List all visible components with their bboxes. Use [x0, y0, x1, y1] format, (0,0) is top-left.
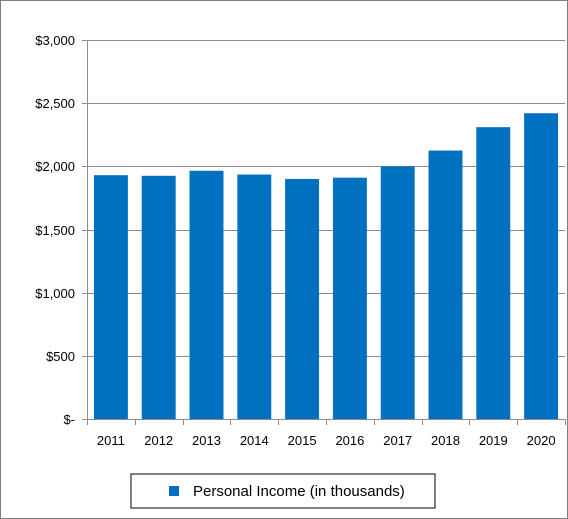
x-tick-label: 2020 [527, 433, 556, 448]
bar-2015 [285, 178, 320, 419]
legend-label: Personal Income (in thousands) [193, 483, 405, 500]
bar-2016 [332, 177, 367, 419]
x-tick-label: 2014 [240, 433, 269, 448]
x-tick-label: 2013 [192, 433, 221, 448]
x-tick-label: 2018 [431, 433, 460, 448]
y-tick-label: $1,000 [35, 286, 75, 301]
y-tick-label: $2,000 [35, 159, 75, 174]
legend-box [130, 473, 436, 509]
legend: Personal Income (in thousands) [130, 473, 436, 509]
bars [93, 113, 559, 420]
y-tick-label: $2,500 [35, 96, 75, 111]
bar-2018 [428, 150, 463, 419]
bar-2020 [524, 113, 559, 420]
bar-2013 [189, 170, 224, 419]
bar-2014 [237, 174, 272, 419]
legend-swatch [169, 486, 179, 496]
bar-2011 [93, 175, 128, 419]
y-tick-label: $1,500 [35, 223, 75, 238]
tick-labels: $- $500 $1,000 $1,500 $2,000 $2,500 $3,000 2011… [35, 33, 555, 448]
x-tick-label: 2011 [97, 433, 125, 448]
axes [82, 40, 566, 425]
bar-2017 [380, 166, 415, 419]
x-tick-label: 2016 [335, 433, 364, 448]
bar-2019 [476, 127, 511, 420]
x-tick-label: 2017 [383, 433, 412, 448]
x-tick-label: 2019 [479, 433, 508, 448]
y-tick-label: $3,000 [35, 33, 75, 48]
bar-2012 [141, 175, 176, 419]
y-tick-label: $500 [46, 349, 75, 364]
y-tick-label: $- [63, 412, 75, 427]
x-tick-label: 2012 [144, 433, 173, 448]
x-tick-label: 2015 [288, 433, 317, 448]
